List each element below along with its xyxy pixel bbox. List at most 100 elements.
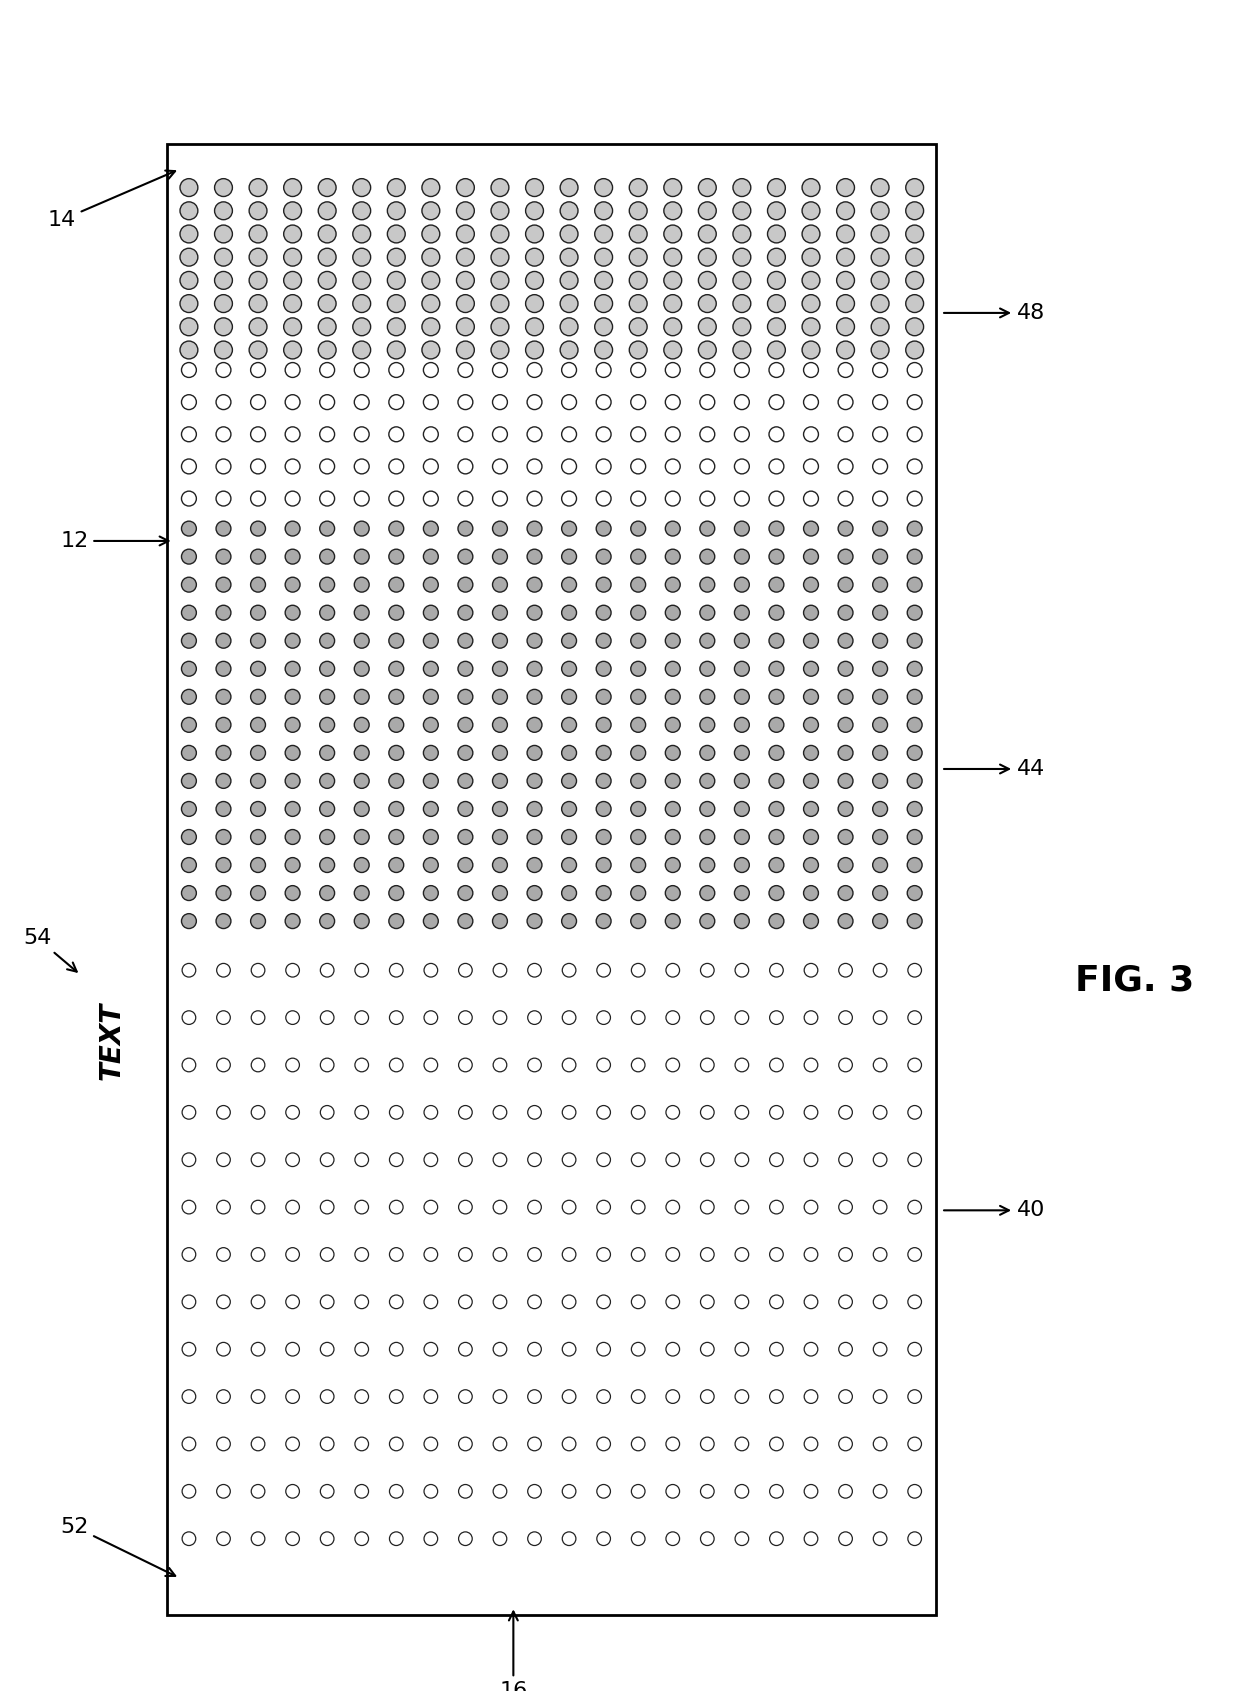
Ellipse shape [494, 1201, 507, 1214]
Ellipse shape [769, 746, 784, 761]
Ellipse shape [838, 1390, 852, 1404]
Ellipse shape [249, 179, 267, 196]
Ellipse shape [422, 201, 440, 220]
Ellipse shape [389, 521, 404, 536]
Ellipse shape [908, 634, 923, 648]
Ellipse shape [355, 746, 370, 761]
Ellipse shape [424, 1437, 438, 1451]
Bar [167, 144, 936, 1615]
Ellipse shape [733, 179, 750, 196]
Ellipse shape [181, 661, 196, 676]
Ellipse shape [285, 886, 300, 901]
Ellipse shape [596, 394, 611, 409]
Ellipse shape [596, 886, 611, 901]
Ellipse shape [663, 225, 682, 244]
Ellipse shape [631, 362, 646, 377]
Ellipse shape [908, 1437, 921, 1451]
Ellipse shape [423, 773, 438, 788]
Ellipse shape [216, 550, 231, 565]
Ellipse shape [216, 857, 231, 873]
Ellipse shape [250, 857, 265, 873]
Ellipse shape [459, 1437, 472, 1451]
Ellipse shape [182, 1343, 196, 1356]
Ellipse shape [250, 802, 265, 817]
Ellipse shape [387, 272, 405, 289]
Ellipse shape [423, 458, 438, 473]
Ellipse shape [631, 857, 646, 873]
Ellipse shape [423, 634, 438, 648]
Ellipse shape [252, 1201, 265, 1214]
Ellipse shape [492, 394, 507, 409]
Ellipse shape [804, 717, 818, 732]
Ellipse shape [217, 1485, 231, 1498]
Ellipse shape [769, 634, 784, 648]
Ellipse shape [355, 1106, 368, 1119]
Ellipse shape [908, 1201, 921, 1214]
Ellipse shape [629, 179, 647, 196]
Ellipse shape [631, 605, 646, 621]
Ellipse shape [562, 661, 577, 676]
Ellipse shape [250, 605, 265, 621]
Ellipse shape [562, 426, 577, 441]
Ellipse shape [284, 249, 301, 265]
Ellipse shape [769, 490, 784, 506]
Ellipse shape [905, 318, 924, 337]
Ellipse shape [908, 362, 923, 377]
Text: 40: 40 [944, 1201, 1045, 1221]
Text: FIG. 3: FIG. 3 [1075, 964, 1194, 998]
Ellipse shape [666, 886, 681, 901]
Ellipse shape [215, 225, 232, 244]
Ellipse shape [768, 272, 785, 289]
Ellipse shape [180, 225, 198, 244]
Ellipse shape [492, 490, 507, 506]
Ellipse shape [770, 1437, 784, 1451]
Ellipse shape [838, 577, 853, 592]
Ellipse shape [217, 1437, 231, 1451]
Ellipse shape [770, 1011, 784, 1025]
Ellipse shape [458, 490, 472, 506]
Ellipse shape [180, 179, 198, 196]
Ellipse shape [733, 342, 750, 358]
Ellipse shape [805, 1106, 818, 1119]
Ellipse shape [320, 913, 335, 928]
Ellipse shape [389, 1532, 403, 1546]
Ellipse shape [908, 1059, 921, 1072]
Ellipse shape [699, 661, 714, 676]
Ellipse shape [735, 1295, 749, 1309]
Ellipse shape [355, 1437, 368, 1451]
Ellipse shape [284, 201, 301, 220]
Ellipse shape [666, 1295, 680, 1309]
Ellipse shape [666, 802, 681, 817]
Ellipse shape [389, 830, 404, 844]
Ellipse shape [215, 342, 232, 358]
Ellipse shape [181, 746, 196, 761]
Ellipse shape [355, 1153, 368, 1167]
Text: TEXT: TEXT [98, 1003, 125, 1081]
Ellipse shape [250, 830, 265, 844]
Ellipse shape [631, 1437, 645, 1451]
Ellipse shape [735, 964, 749, 977]
Ellipse shape [355, 605, 370, 621]
Text: 48: 48 [944, 303, 1045, 323]
Ellipse shape [666, 1437, 680, 1451]
Ellipse shape [528, 1106, 542, 1119]
Ellipse shape [734, 913, 749, 928]
Ellipse shape [320, 1059, 334, 1072]
Ellipse shape [527, 550, 542, 565]
Ellipse shape [527, 521, 542, 536]
Ellipse shape [769, 913, 784, 928]
Ellipse shape [770, 1485, 784, 1498]
Ellipse shape [804, 458, 818, 473]
Ellipse shape [355, 1248, 368, 1261]
Ellipse shape [458, 426, 472, 441]
Ellipse shape [562, 1201, 575, 1214]
Ellipse shape [422, 249, 440, 265]
Ellipse shape [528, 1343, 542, 1356]
Ellipse shape [494, 1343, 507, 1356]
Ellipse shape [389, 550, 404, 565]
Ellipse shape [181, 605, 196, 621]
Ellipse shape [562, 964, 575, 977]
Ellipse shape [182, 1106, 196, 1119]
Ellipse shape [182, 1485, 196, 1498]
Ellipse shape [215, 294, 232, 313]
